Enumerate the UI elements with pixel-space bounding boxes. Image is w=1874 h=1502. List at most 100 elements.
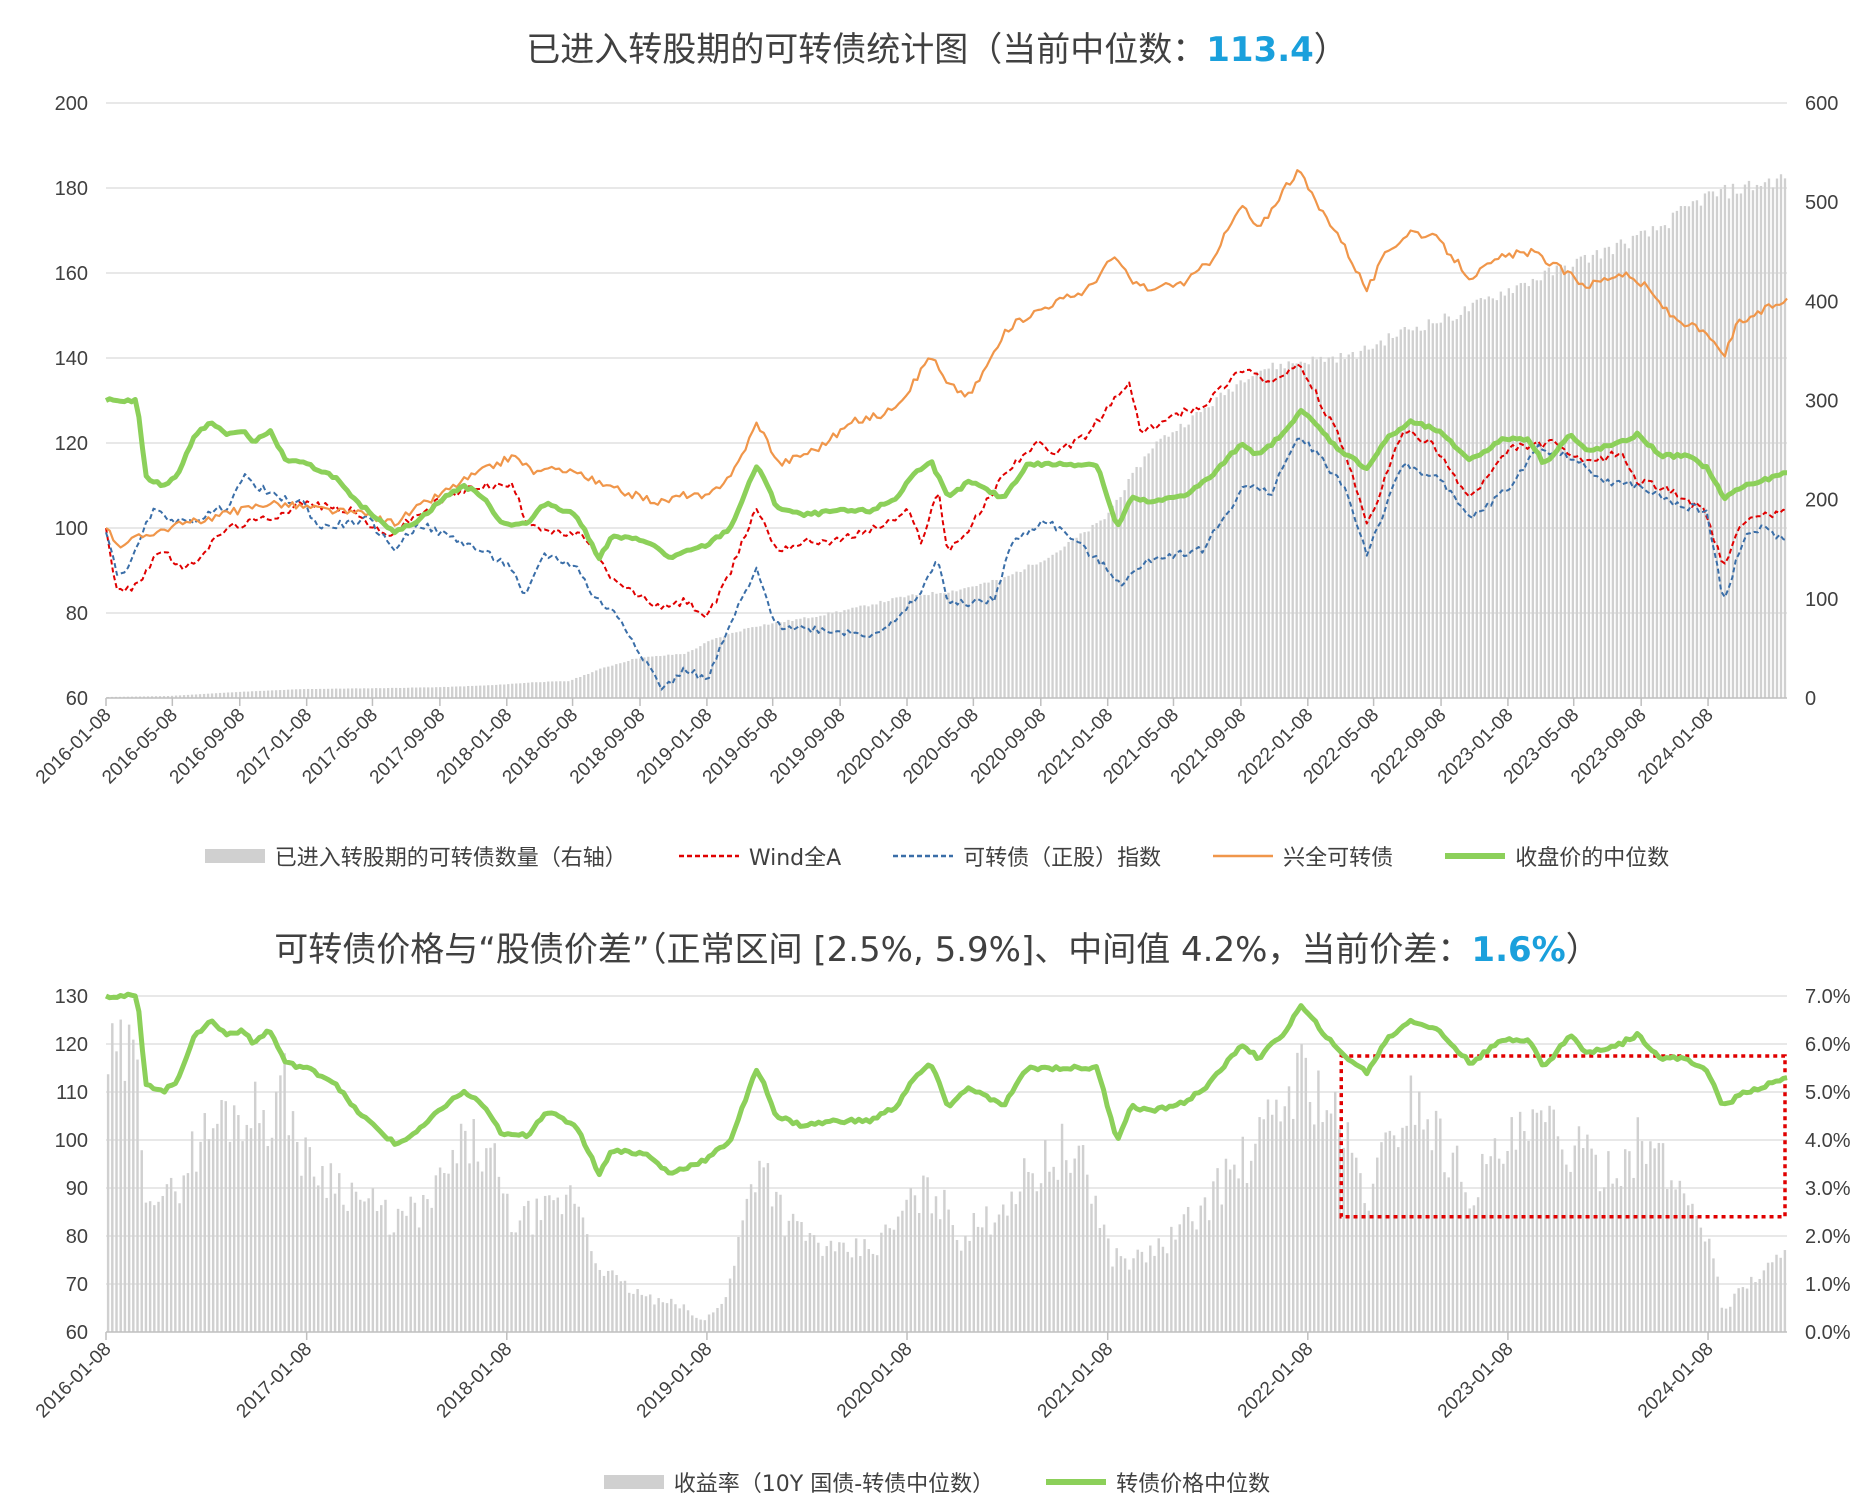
bar xyxy=(573,1203,576,1332)
bar xyxy=(1399,329,1402,698)
bar xyxy=(569,1185,572,1332)
bar xyxy=(871,1253,875,1332)
bar xyxy=(1099,520,1102,698)
bar xyxy=(1123,490,1126,698)
bar xyxy=(1751,190,1755,698)
bar xyxy=(379,688,382,698)
bar xyxy=(1375,344,1378,698)
bar xyxy=(1131,472,1134,698)
bar xyxy=(367,1198,370,1332)
bar xyxy=(1632,1177,1635,1332)
bar xyxy=(1107,512,1110,698)
legend-item: 收益率（10Y 国债-转债中位数） xyxy=(603,1466,994,1498)
bar xyxy=(1687,206,1691,698)
bar xyxy=(1279,1121,1282,1332)
bar xyxy=(1783,1250,1787,1332)
bar xyxy=(238,691,242,698)
bar xyxy=(661,1302,665,1332)
bar xyxy=(403,687,406,698)
bar xyxy=(859,1256,862,1332)
bar xyxy=(812,1235,816,1332)
bar xyxy=(230,692,234,698)
y-right-tick-label: 7.0% xyxy=(1805,986,1851,1008)
bar xyxy=(755,626,758,698)
bar xyxy=(1531,278,1535,698)
bar xyxy=(154,696,158,698)
bar xyxy=(739,631,742,698)
bar xyxy=(1007,575,1010,698)
bar xyxy=(1239,380,1242,698)
bar xyxy=(715,638,718,698)
bar xyxy=(567,681,570,698)
bar xyxy=(1090,1203,1093,1332)
bar xyxy=(896,1216,900,1332)
bar xyxy=(1523,1131,1526,1332)
bar xyxy=(1059,550,1062,698)
bar xyxy=(1405,1125,1408,1332)
bar xyxy=(1699,1227,1703,1332)
bar xyxy=(1443,1172,1446,1332)
bar xyxy=(531,1234,534,1332)
bar xyxy=(218,692,222,698)
bar xyxy=(1619,239,1623,698)
bar xyxy=(1135,466,1138,698)
bar xyxy=(1699,205,1703,698)
bar xyxy=(1556,1136,1560,1332)
bar xyxy=(887,601,890,698)
bar xyxy=(901,1210,904,1332)
legend-item: 已进入转股期的可转债数量（右轴） xyxy=(204,840,627,872)
bar xyxy=(214,693,218,698)
bar xyxy=(563,681,566,698)
bar xyxy=(1227,389,1230,698)
bar xyxy=(338,1173,341,1332)
bar xyxy=(1237,1178,1240,1332)
bar xyxy=(583,674,586,698)
bar xyxy=(1682,1193,1686,1332)
bar xyxy=(308,1147,312,1332)
bar xyxy=(300,1175,303,1332)
bar xyxy=(411,687,414,698)
bar xyxy=(401,1210,404,1332)
bar xyxy=(111,1023,114,1332)
bar xyxy=(1331,356,1334,698)
y-left-tick-label: 120 xyxy=(55,1034,88,1056)
bar xyxy=(527,682,530,698)
bar xyxy=(1506,1151,1509,1332)
bar xyxy=(321,1166,324,1332)
bottom-chart-plot: 60 70 80 90 100 110 120 130 0.0% 1.0% 2.0% 3.0% 4.0%… xyxy=(32,986,1851,1422)
bar xyxy=(413,1202,417,1332)
bar xyxy=(169,1177,173,1332)
bar xyxy=(670,1298,673,1332)
y-right-tick-label: 0 xyxy=(1805,688,1816,710)
bar xyxy=(1535,1112,1539,1332)
bar xyxy=(1186,1206,1190,1332)
bar xyxy=(383,688,386,698)
bar xyxy=(1047,557,1050,698)
bar xyxy=(691,650,694,698)
bar xyxy=(635,658,638,698)
bar xyxy=(686,1310,690,1332)
bar xyxy=(523,683,526,698)
bar xyxy=(843,610,846,698)
y-right-tick-label: 600 xyxy=(1805,93,1838,115)
bar xyxy=(930,1213,934,1332)
bar xyxy=(731,632,734,698)
bar xyxy=(644,1296,648,1332)
bar xyxy=(1447,1177,1450,1332)
bar xyxy=(976,1226,980,1332)
bar xyxy=(955,591,958,698)
top-chart-title-end: ） xyxy=(1313,30,1348,70)
bar xyxy=(985,1206,988,1332)
bar xyxy=(459,1123,463,1332)
bar xyxy=(1027,564,1030,698)
bar xyxy=(775,1191,778,1332)
bar xyxy=(1043,560,1046,698)
bar xyxy=(346,688,350,698)
legend-item: 可转债（正股）指数 xyxy=(893,840,1161,872)
bar xyxy=(808,1233,812,1332)
bar xyxy=(1165,1253,1169,1332)
bar xyxy=(711,639,714,698)
bar xyxy=(791,620,794,698)
bar xyxy=(1503,295,1506,698)
bar xyxy=(1128,1269,1131,1332)
